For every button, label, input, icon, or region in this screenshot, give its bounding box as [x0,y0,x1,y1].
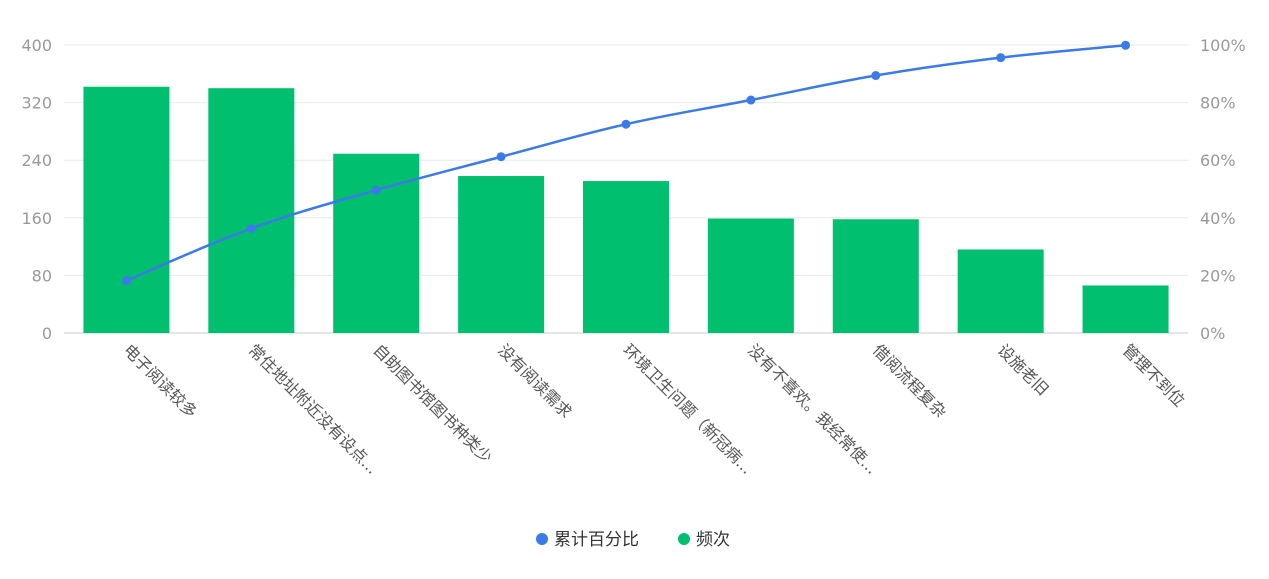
line-point[interactable] [121,276,131,286]
left-y-tick-label: 400 [21,36,52,55]
line-series [121,40,1131,286]
right-y-tick-label: 0% [1200,324,1225,343]
bar[interactable] [208,88,295,333]
right-y-tick-label: 100% [1200,36,1246,55]
line-point[interactable] [621,119,631,129]
bar[interactable] [707,218,794,333]
line-point[interactable] [1121,40,1131,50]
right-y-tick-label: 80% [1200,94,1236,113]
line-point[interactable] [496,152,506,162]
left-y-axis: 0 80 160 240 320 400 [21,36,52,343]
legend: 累计百分比 频次 [536,530,730,550]
x-category-label: 管理不到位 [1119,340,1189,410]
legend-marker-cumulative [536,533,548,545]
line-point[interactable] [871,71,881,81]
left-y-tick-label: 80 [32,266,52,285]
bar[interactable] [832,219,919,333]
bar[interactable] [957,249,1044,333]
right-y-tick-label: 60% [1200,151,1236,170]
bar[interactable] [83,86,170,333]
legend-item-frequency[interactable]: 频次 [678,530,730,550]
bar[interactable] [583,181,669,333]
left-y-tick-label: 160 [21,209,52,228]
x-category-label: 没有阅读需求 [494,340,575,421]
right-y-tick-label: 40% [1200,209,1236,228]
x-category-label: 自助图书馆图书种类少 [369,340,496,467]
bar-series [83,86,1169,333]
x-category-label: 电子阅读较多 [120,340,201,421]
legend-label-cumulative: 累计百分比 [554,530,639,550]
x-category-label: 常住地址附近没有设点... [245,340,382,477]
x-category-label: 没有不喜欢。我经常使... [744,340,881,477]
right-y-tick-label: 20% [1200,266,1236,285]
x-category-label: 环境卫生问题（新冠病... [619,340,756,477]
bar[interactable] [458,176,545,333]
line-point[interactable] [746,95,756,105]
left-y-tick-label: 240 [21,151,52,170]
x-category-label: 借阅流程复杂 [869,340,950,421]
line-point[interactable] [996,53,1006,63]
bar[interactable] [1082,285,1169,333]
left-y-tick-label: 0 [42,324,52,343]
legend-item-cumulative[interactable]: 累计百分比 [536,530,639,550]
left-y-tick-label: 320 [21,94,52,113]
bar[interactable] [333,153,420,333]
line-point[interactable] [371,185,381,195]
right-y-axis: 0% 20% 40% 60% 80% 100% [1200,36,1246,343]
x-category-label: 设施老旧 [994,340,1053,399]
legend-label-frequency: 频次 [696,530,730,550]
line-point[interactable] [246,223,256,233]
legend-marker-frequency [678,533,690,545]
